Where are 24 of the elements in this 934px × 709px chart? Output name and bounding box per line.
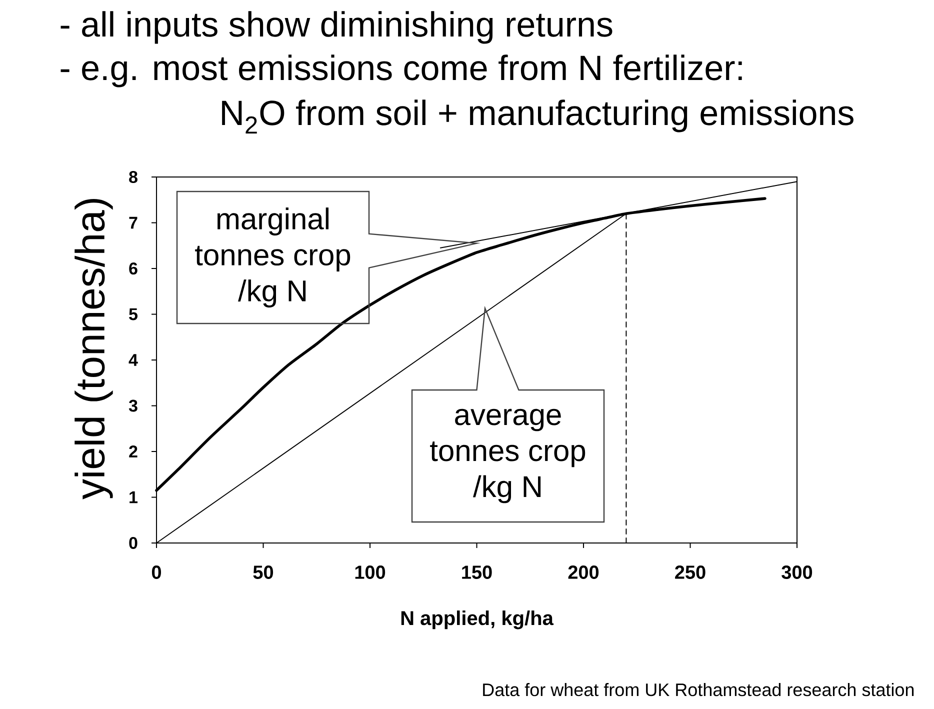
y-tick-label: 1 [130,491,138,504]
x-axis-title: N applied, kg/ha [401,610,554,630]
x-tick-label: 250 [675,566,706,579]
x-tick-label: 200 [568,566,599,579]
text: N$_{2}$O from soil + manufacturing emissions [222,100,854,134]
y-tick-label: 7 [129,216,138,229]
x-tick-label: 0 [152,566,162,579]
y-tick-label: 3 [128,400,138,412]
y-tick-label: 4 [128,354,138,366]
y-tick-label: 2 [129,446,138,458]
y-tick-label: 6 [129,262,138,275]
chart-subtitle: - e.g. most emissions come from N fertilizer: [60,54,742,88]
x-tick-label: 50 [253,566,274,579]
x-tick-label: 100 [355,566,386,579]
y-axis-title: yield (tonnes/ha) [74,199,113,500]
annotation: marginal tonnes crop /kg N [195,208,350,308]
text: Data for wheat from UK Rothamstead research station [483,682,914,696]
x-tick-label: 150 [462,566,492,579]
y-tick-label: 0 [129,536,138,550]
y-tick-label: 8 [129,170,138,184]
chart-title: - all inputs show diminishing returns [60,11,612,44]
annotation: average tonnes crop /kg N [430,408,586,504]
y-tick-label: 5 [129,308,138,320]
x-tick-label: 300 [782,566,812,580]
